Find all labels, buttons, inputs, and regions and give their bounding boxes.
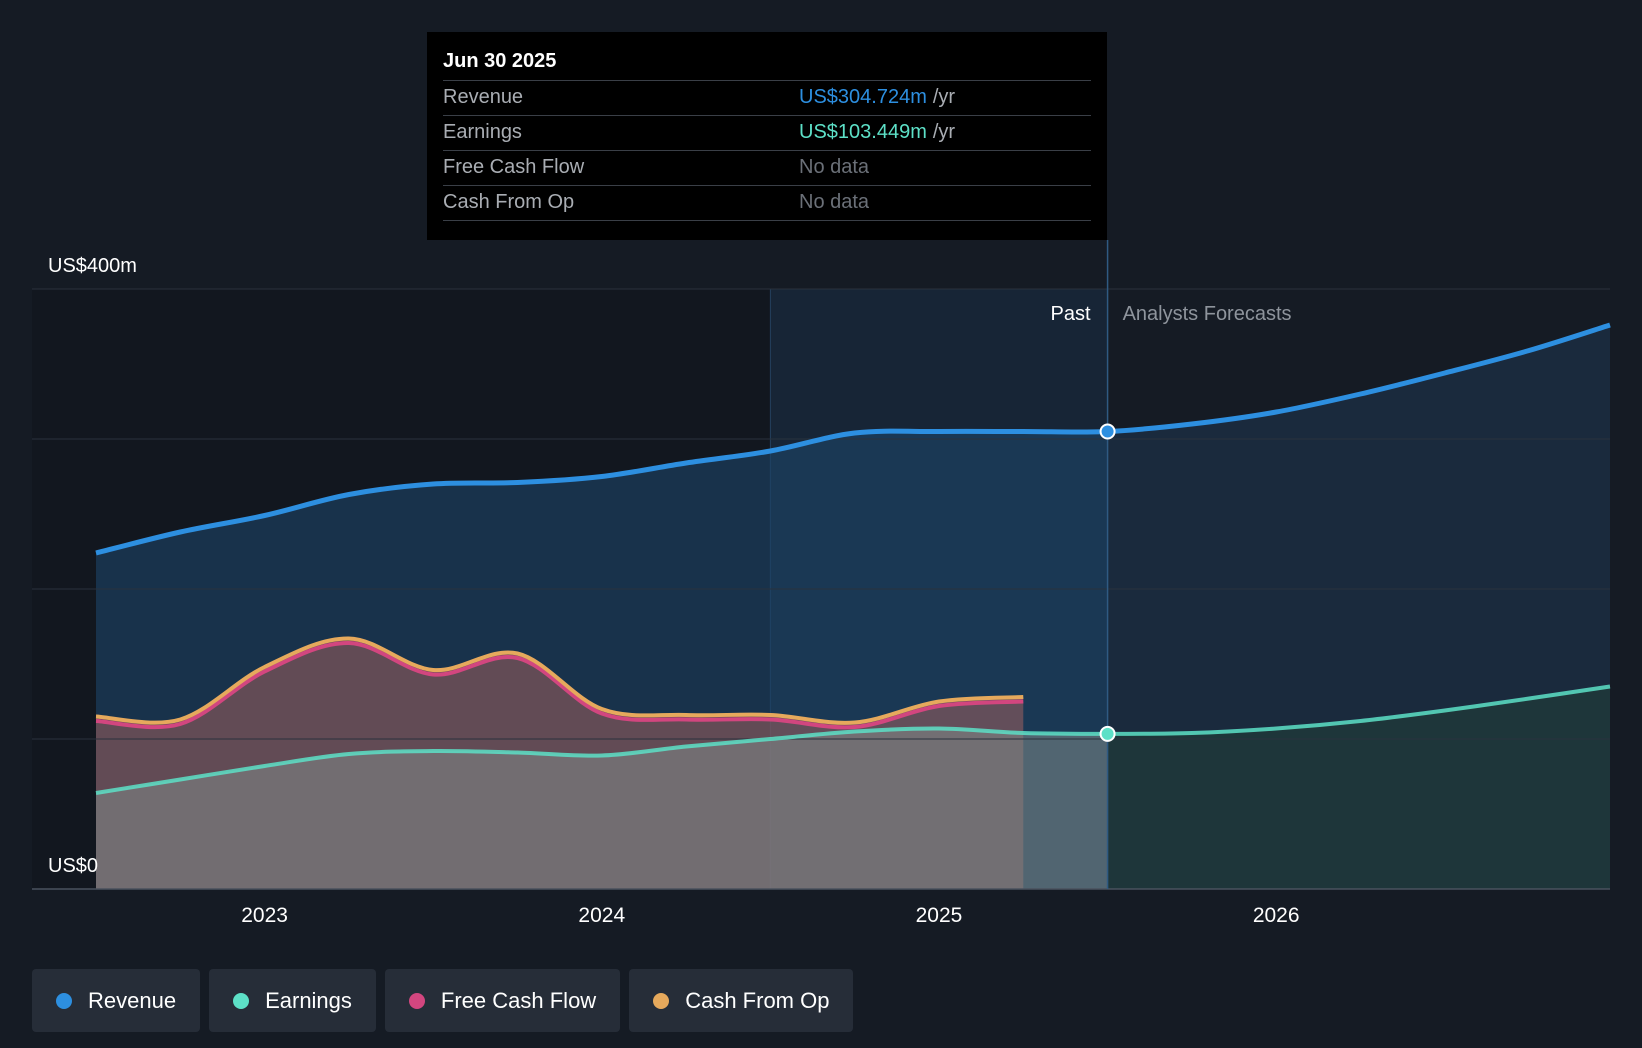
tooltip-earnings-value: US$103.449m	[799, 121, 927, 143]
earnings-area-forecast	[1107, 686, 1610, 889]
tooltip-label: Free Cash Flow	[443, 156, 585, 178]
tooltip-unit: /yr	[932, 121, 956, 143]
legend-dot-icon	[653, 992, 670, 1009]
legend-label: Revenue	[88, 987, 177, 1013]
legend-label: Earnings	[265, 987, 352, 1013]
earnings-line	[95, 684, 1611, 795]
legend-item-revenue[interactable]: Revenue	[32, 969, 201, 1032]
earnings-area-past	[96, 728, 1108, 889]
tooltip-row-revenue: Revenue US$304.724m/yr	[443, 81, 1091, 116]
tooltip-unit: /yr	[932, 86, 956, 108]
legend-item-earnings[interactable]: Earnings	[209, 969, 376, 1032]
legend-label: Free Cash Flow	[440, 987, 597, 1013]
tooltip-date: Jun 30 2025	[443, 46, 1091, 81]
chart-legend: Revenue Earnings Free Cash Flow Cash Fro…	[32, 969, 854, 1032]
legend-item-free-cash-flow[interactable]: Free Cash Flow	[384, 969, 621, 1032]
tooltip-label: Earnings	[443, 121, 522, 143]
tooltip-row-cfo: Cash From Op No data	[443, 186, 1091, 221]
free-cash-flow-line	[95, 640, 1024, 730]
tooltip-label: Cash From Op	[443, 191, 575, 213]
past-label: Past	[1051, 303, 1091, 325]
revenue-marker	[1099, 423, 1116, 440]
x-tick-label: 2024	[578, 904, 625, 927]
x-tick-label: 2023	[241, 904, 288, 927]
forecast-label: Analysts Forecasts	[1123, 303, 1292, 325]
hover-tooltip: Jun 30 2025 Revenue US$304.724m/yr Earni…	[427, 32, 1107, 240]
tooltip-row-fcf: Free Cash Flow No data	[443, 151, 1091, 186]
cash-from-op-line	[95, 636, 1024, 725]
legend-dot-icon	[408, 992, 425, 1009]
tooltip-label: Revenue	[443, 86, 524, 108]
legend-dot-icon	[233, 992, 250, 1009]
earnings-marker	[1099, 725, 1116, 742]
tooltip-row-earnings: Earnings US$103.449m/yr	[443, 116, 1091, 151]
legend-dot-icon	[56, 992, 72, 1009]
x-tick-label: 2025	[916, 904, 963, 927]
x-tick-label: 2026	[1253, 904, 1300, 927]
revenue-line	[95, 322, 1611, 556]
tooltip-cfo-value: No data	[799, 191, 870, 213]
y-axis-top-label: US$400m	[48, 255, 137, 277]
tooltip-fcf-value: No data	[799, 156, 870, 178]
legend-item-cash-from-op[interactable]: Cash From Op	[629, 969, 854, 1032]
tooltip-revenue-value: US$304.724m	[799, 86, 927, 108]
legend-label: Cash From Op	[685, 987, 830, 1013]
y-axis-bottom-label: US$0	[48, 855, 98, 877]
